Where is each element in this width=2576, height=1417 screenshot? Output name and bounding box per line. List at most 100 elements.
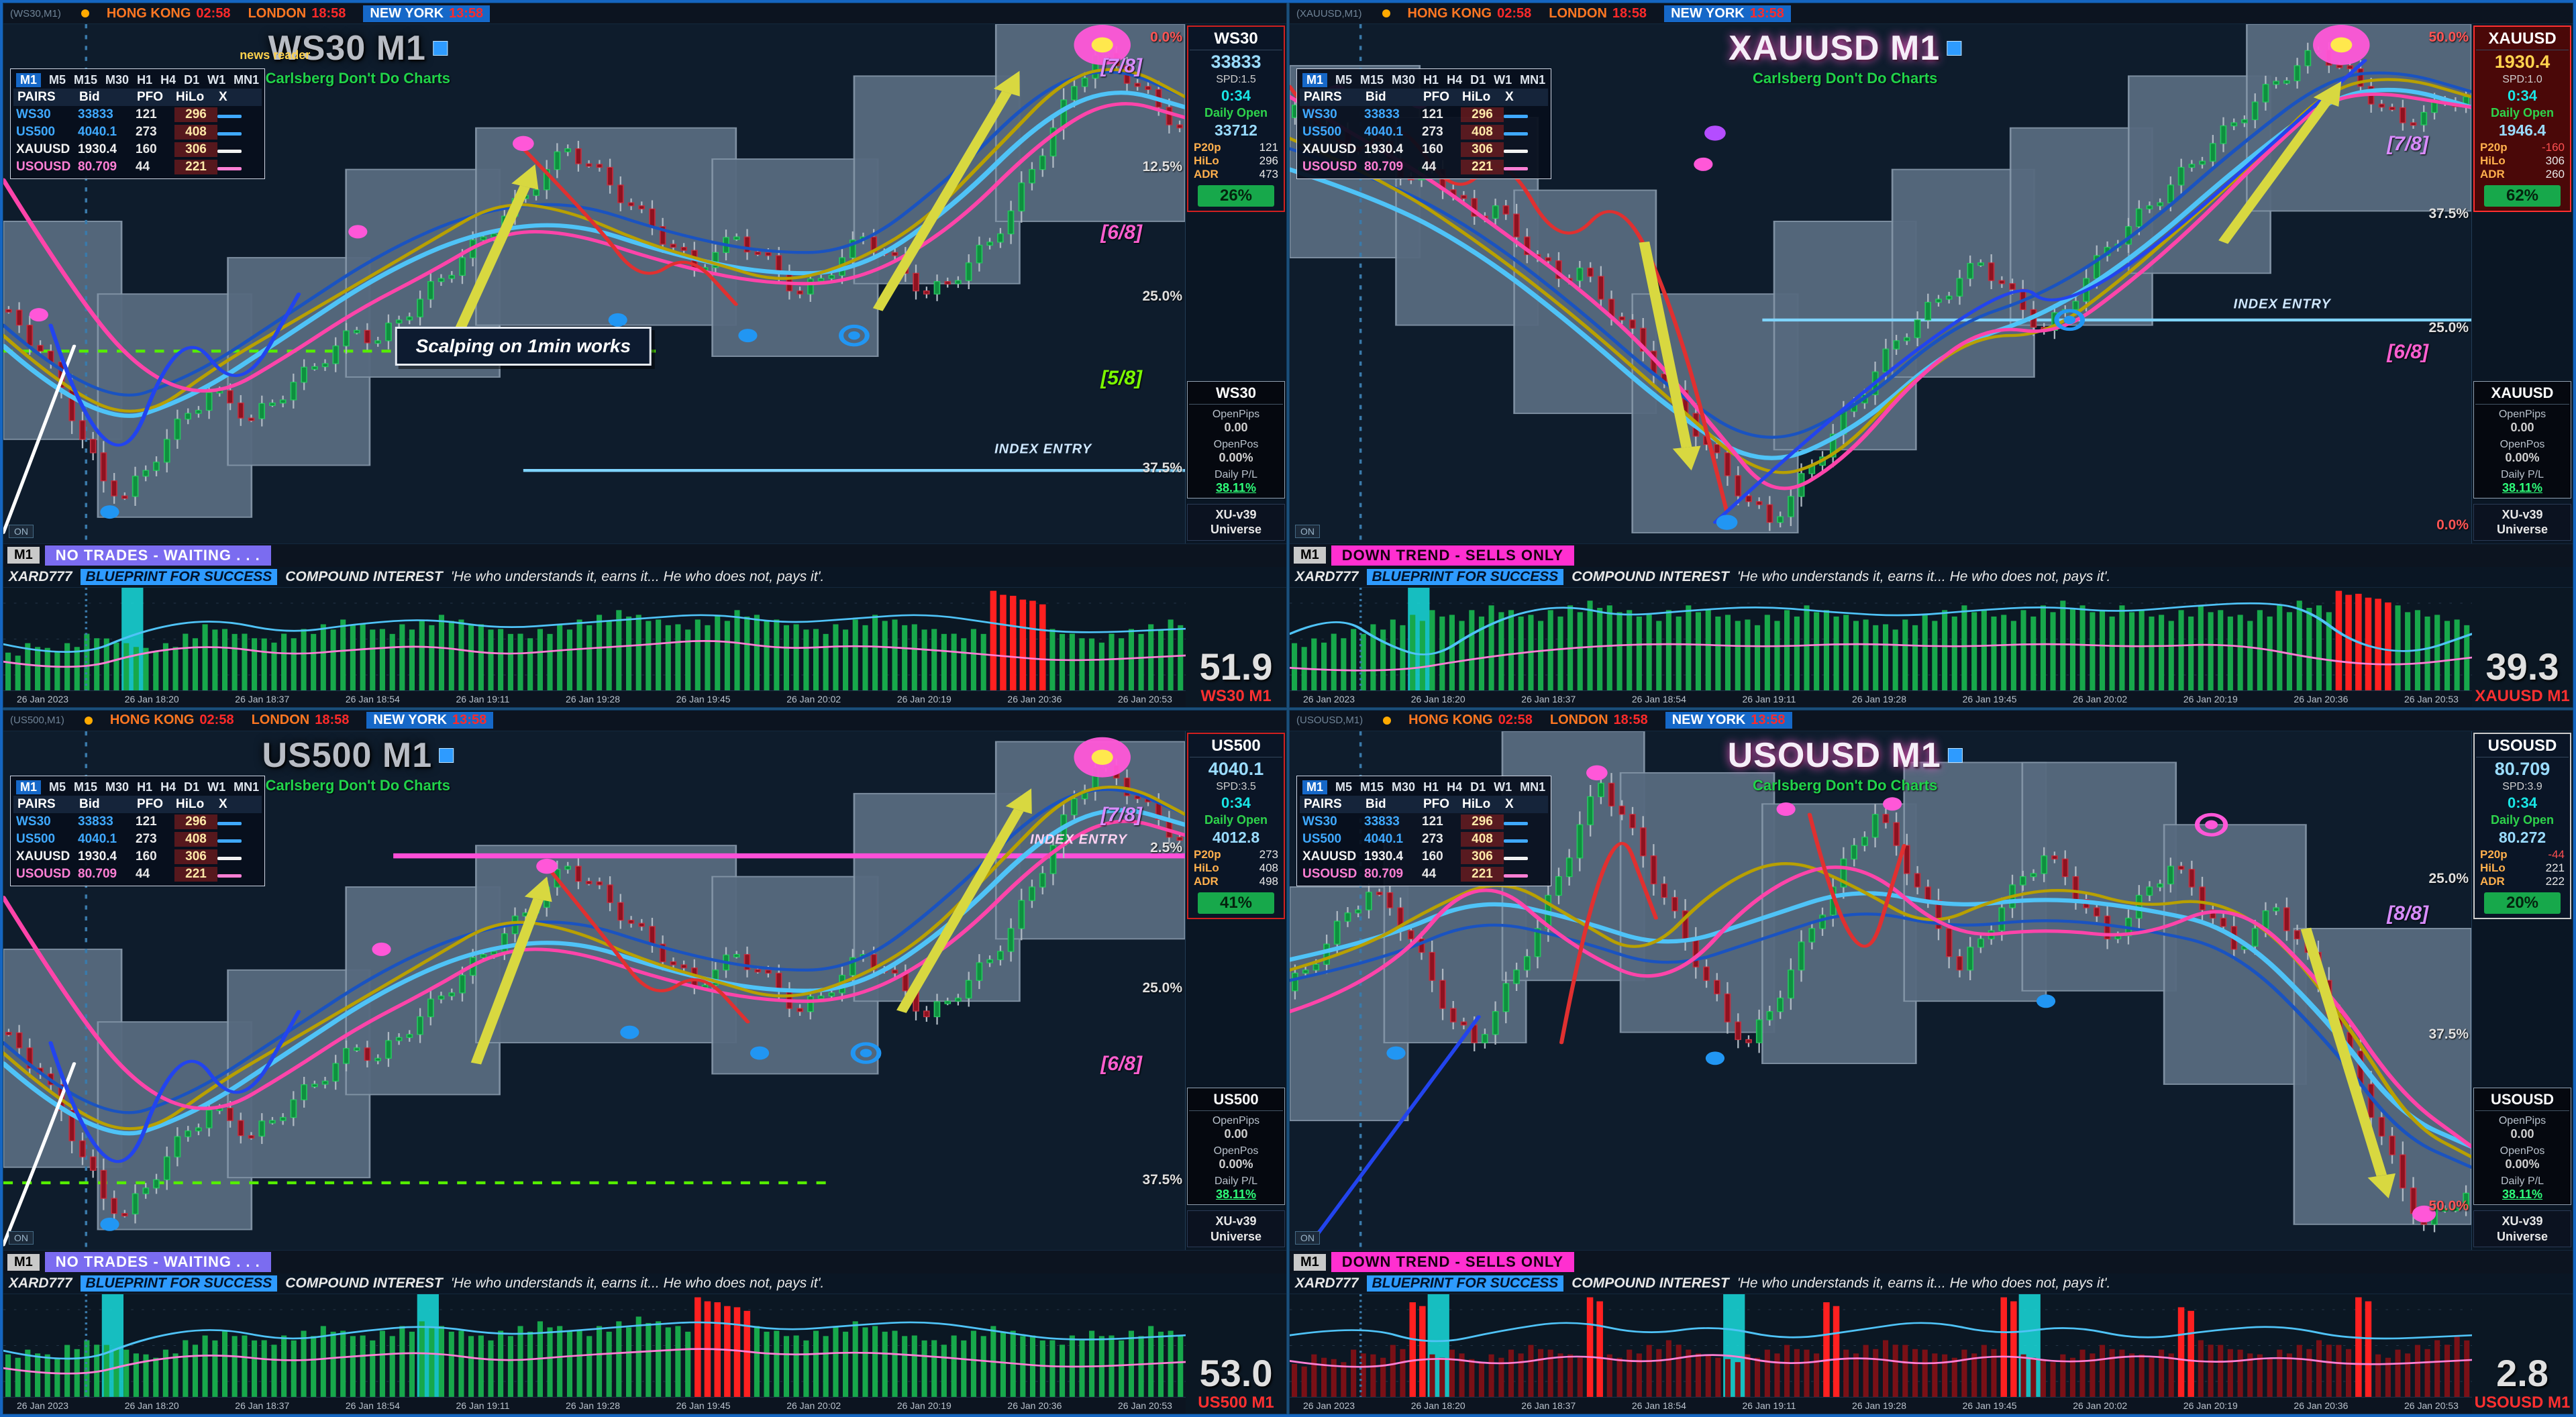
timeframe-m15[interactable]: M15 (1360, 780, 1384, 794)
pair-hilo: 408 (1461, 125, 1504, 140)
timeframe-m5[interactable]: M5 (1335, 780, 1353, 794)
oscillator-chart[interactable] (3, 1294, 1186, 1397)
timeframe-w1[interactable]: W1 (207, 73, 226, 87)
position-symbol: USOUSD (2475, 1091, 2569, 1111)
pairs-header: Bid (1366, 796, 1386, 811)
timeframe-d1[interactable]: D1 (1470, 73, 1486, 87)
main-chart[interactable]: US500 M1 Carlsberg Don't Do Charts M1 M5 M… (3, 731, 1186, 1250)
on-badge[interactable]: ON (1295, 524, 1320, 538)
session-london: LONDON 18:58 (251, 713, 350, 727)
time-axis[interactable]: 26 Jan 2023 26 Jan 18:20 26 Jan 18:37 26 Ja… (1290, 690, 2472, 707)
timeframe-m1[interactable]: M1 (16, 780, 42, 794)
timeframe-d1[interactable]: D1 (1470, 780, 1486, 794)
timeframe-mn1[interactable]: MN1 (1520, 73, 1546, 87)
candlestick-chart[interactable] (3, 24, 1185, 543)
time-axis[interactable]: 26 Jan 2023 26 Jan 18:20 26 Jan 18:37 26 Ja… (3, 690, 1186, 707)
pairs-row[interactable]: US500 4040.1 273 408 (1300, 831, 1548, 848)
blueprint-line: XARD777 BLUEPRINT FOR SUCCESS COMPOUND I… (1290, 566, 2573, 587)
timeframe-h4[interactable]: H4 (1447, 780, 1463, 794)
timeframe-h1[interactable]: H1 (137, 73, 153, 87)
pairs-row[interactable]: XAUUSD 1930.4 160 306 (1300, 141, 1548, 158)
timeframe-h4[interactable]: H4 (160, 780, 176, 794)
time-axis[interactable]: 26 Jan 2023 26 Jan 18:20 26 Jan 18:37 26 Ja… (3, 1397, 1186, 1414)
on-badge[interactable]: ON (9, 524, 34, 538)
pairs-panel[interactable]: M1 M5 M15 M30 H1 H4 D1 W1 MN1 PAIRS Bid PFO HiLo X W… (1296, 68, 1552, 179)
pairs-row[interactable]: WS30 33833 121 296 (1300, 813, 1548, 831)
timeframe-h1[interactable]: H1 (137, 780, 153, 794)
on-badge[interactable]: ON (1295, 1231, 1320, 1245)
timeframe-m1[interactable]: M1 (16, 73, 42, 87)
time-axis-label: 26 Jan 19:11 (456, 693, 510, 704)
pairs-panel[interactable]: M1 M5 M15 M30 H1 H4 D1 W1 MN1 PAIRS Bid PFO HiLo X W… (1296, 775, 1552, 886)
timeframe-w1[interactable]: W1 (207, 780, 226, 794)
oscillator-chart[interactable] (1290, 587, 2472, 690)
position-symbol: US500 (1189, 1091, 1283, 1111)
pair-hilo: 296 (1461, 814, 1504, 829)
pairs-row[interactable]: WS30 33833 121 296 (13, 106, 262, 123)
timeframe-chip[interactable]: M1 (1294, 547, 1326, 564)
timeframe-h1[interactable]: H1 (1423, 73, 1439, 87)
pair-hilo: 408 (1461, 831, 1504, 847)
pairs-panel[interactable]: M1 M5 M15 M30 H1 H4 D1 W1 MN1 PAIRS Bid PFO HiLo X W… (10, 68, 266, 179)
pairs-header: PFO (137, 90, 164, 104)
pairs-row[interactable]: US500 4040.1 273 408 (13, 831, 262, 848)
info-symbol: WS30 (1190, 30, 1282, 50)
pairs-row[interactable]: USOUSD 80.709 44 221 (13, 158, 262, 176)
daily-open-value: 4012.8 (1212, 828, 1260, 846)
timeframe-d1[interactable]: D1 (184, 780, 200, 794)
timeframe-m5[interactable]: M5 (49, 73, 66, 87)
pair-name: WS30 (16, 814, 51, 829)
timeframe-w1[interactable]: W1 (1494, 73, 1512, 87)
timeframe-m1[interactable]: M1 (1302, 73, 1328, 87)
timeframe-chip[interactable]: M1 (7, 1253, 40, 1271)
blueprint-line: XARD777 BLUEPRINT FOR SUCCESS COMPOUND I… (1290, 1273, 2573, 1294)
pair-name: US500 (16, 831, 56, 846)
timeframe-m30[interactable]: M30 (105, 780, 130, 794)
pairs-row[interactable]: WS30 33833 121 296 (13, 813, 262, 831)
pair-name: USOUSD (1302, 866, 1357, 881)
pairs-row[interactable]: USOUSD 80.709 44 221 (1300, 865, 1548, 883)
trend-status: DOWN TREND - SELLS ONLY (1331, 545, 1574, 566)
timeframe-chip[interactable]: M1 (7, 547, 40, 564)
oscillator-chart[interactable] (1290, 1294, 2472, 1397)
main-chart[interactable]: WS30 M1 Carlsberg Don't Do Charts news r… (3, 24, 1186, 543)
timeframe-h1[interactable]: H1 (1423, 780, 1439, 794)
timeframe-m5[interactable]: M5 (49, 780, 66, 794)
timeframe-m30[interactable]: M30 (105, 73, 130, 87)
position-rows: OpenPips 0.00 OpenPos 0.00% Daily P/L 38.11% (2475, 409, 2569, 495)
time-axis-label: 26 Jan 18:37 (1521, 693, 1576, 704)
main-chart[interactable]: USOUSD M1 Carlsberg Don't Do Charts M1 M5… (1290, 731, 2472, 1250)
timeframe-d1[interactable]: D1 (184, 73, 200, 87)
main-chart[interactable]: XAUUSD M1 Carlsberg Don't Do Charts M1 M5… (1290, 24, 2472, 543)
timeframe-mn1[interactable]: MN1 (234, 73, 260, 87)
pairs-row[interactable]: US500 4040.1 273 408 (13, 123, 262, 141)
pairs-row[interactable]: XAUUSD 1930.4 160 306 (13, 141, 262, 158)
timeframe-m5[interactable]: M5 (1335, 73, 1353, 87)
session-bar: (US500,M1) HONG KONG 02:58 LONDON 18:58 … (3, 710, 1286, 731)
pair-hilo: 221 (174, 160, 217, 174)
timeframe-m30[interactable]: M30 (1392, 73, 1416, 87)
timeframe-m30[interactable]: M30 (1392, 780, 1416, 794)
timeframe-mn1[interactable]: MN1 (234, 780, 260, 794)
timeframe-h4[interactable]: H4 (1447, 73, 1463, 87)
timeframe-m15[interactable]: M15 (74, 780, 98, 794)
pairs-row[interactable]: WS30 33833 121 296 (1300, 106, 1548, 123)
pairs-row[interactable]: XAUUSD 1930.4 160 306 (1300, 848, 1548, 865)
timeframe-chip[interactable]: M1 (1294, 1253, 1326, 1271)
timeframe-m15[interactable]: M15 (74, 73, 98, 87)
position-value: 0.00 (2510, 420, 2534, 434)
timeframe-m15[interactable]: M15 (1360, 73, 1384, 87)
timeframe-mn1[interactable]: MN1 (1520, 780, 1546, 794)
pairs-row[interactable]: XAUUSD 1930.4 160 306 (13, 848, 262, 865)
timeframe-h4[interactable]: H4 (160, 73, 176, 87)
pairs-row[interactable]: USOUSD 80.709 44 221 (1300, 158, 1548, 176)
timeframe-w1[interactable]: W1 (1494, 780, 1512, 794)
oscillator-chart[interactable] (3, 587, 1186, 690)
pairs-panel[interactable]: M1 M5 M15 M30 H1 H4 D1 W1 MN1 PAIRS Bid PFO HiLo X W… (10, 775, 266, 886)
time-axis[interactable]: 26 Jan 2023 26 Jan 18:20 26 Jan 18:37 26 Ja… (1290, 1397, 2472, 1414)
gauge: 53.0 US500 M1 (1186, 1355, 1286, 1412)
pairs-row[interactable]: US500 4040.1 273 408 (1300, 123, 1548, 141)
on-badge[interactable]: ON (9, 1231, 34, 1245)
timeframe-m1[interactable]: M1 (1302, 780, 1328, 794)
pairs-row[interactable]: USOUSD 80.709 44 221 (13, 865, 262, 883)
